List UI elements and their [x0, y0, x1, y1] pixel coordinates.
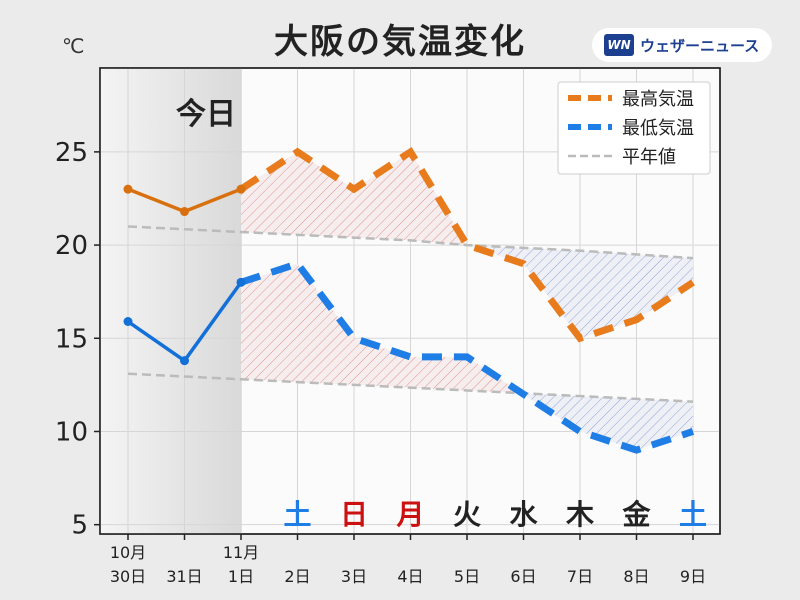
x-day-label: 3日	[341, 567, 367, 586]
data-point	[180, 207, 189, 217]
legend-label: 平年値	[622, 147, 676, 168]
weekday-labels: 土日月火水木金土	[283, 498, 707, 531]
plot-frame	[99, 67, 721, 535]
low-anomaly-fill	[354, 338, 411, 388]
y-tick-label: 20	[55, 231, 88, 261]
x-day-label: 8日	[623, 567, 649, 586]
high-anomaly-fill	[297, 151, 354, 238]
chart-title: 大阪の気温変化	[274, 22, 526, 62]
y-tick-label: 5	[71, 511, 88, 541]
x-month-label: 10月	[110, 543, 146, 562]
high-anomaly-fill	[523, 247, 580, 339]
low-anomaly-fill	[410, 356, 467, 391]
x-day-label: 4日	[397, 567, 423, 586]
logo-text: ウェザーニュース	[640, 36, 760, 55]
legend-label: 最高気温	[622, 89, 694, 110]
y-axis-unit: ℃	[62, 34, 85, 58]
logo-mark: WN	[604, 34, 634, 56]
series-forecast-line-1	[239, 259, 695, 454]
low-anomaly-fill	[636, 398, 693, 451]
today-label: 今日	[176, 97, 236, 132]
y-tick-label: 15	[55, 324, 88, 354]
axis-ticks: 5 10 15 20 25 10月 30日 31日 11月 1日 2日 3日 4日 5日 6日 7日 8日 9日	[55, 138, 706, 586]
normal-lines	[127, 225, 694, 403]
weekday-label: 日	[340, 498, 368, 531]
high-anomaly-fill	[354, 151, 411, 241]
legend-box	[557, 81, 711, 175]
x-day-label: 2日	[284, 567, 310, 586]
normal-low-line	[127, 372, 694, 403]
past-shade	[100, 68, 242, 534]
weekday-label: 火	[453, 498, 481, 531]
low-anomaly-fill	[580, 396, 637, 451]
x-month-label: 11月	[223, 543, 259, 562]
x-day-label: 5日	[454, 567, 480, 586]
data-point	[236, 184, 246, 194]
x-day-label: 7日	[567, 567, 593, 586]
data-point	[236, 277, 246, 287]
y-tick-label: 25	[55, 138, 88, 168]
normal-high-line	[127, 225, 694, 260]
weekday-label: 土	[679, 498, 707, 531]
weekday-label: 水	[509, 498, 538, 531]
low-anomaly-fill	[241, 263, 298, 383]
x-day-label: 30日	[110, 567, 146, 586]
high-anomaly-fill	[241, 151, 298, 235]
high-anomaly-fill	[580, 250, 637, 339]
weathernews-logo: WN ウェザーニュース	[592, 28, 772, 62]
weekday-label: 金	[621, 498, 651, 531]
x-day-label: 31日	[166, 567, 202, 586]
y-tick-label: 10	[55, 417, 88, 447]
data-point	[123, 317, 133, 327]
x-day-label: 6日	[510, 567, 536, 586]
weekday-label: 木	[565, 498, 594, 531]
low-anomaly-fill	[467, 356, 522, 394]
series-lines	[123, 146, 695, 454]
data-point	[180, 356, 189, 366]
weekday-label: 月	[395, 498, 424, 531]
weekday-label: 土	[283, 498, 311, 531]
legend-label: 最低気温	[622, 118, 694, 139]
high-anomaly-fill	[636, 254, 693, 320]
data-point	[123, 184, 133, 194]
x-day-label: 1日	[228, 567, 254, 586]
x-day-label: 9日	[680, 567, 706, 586]
low-anomaly-fill	[297, 263, 354, 385]
